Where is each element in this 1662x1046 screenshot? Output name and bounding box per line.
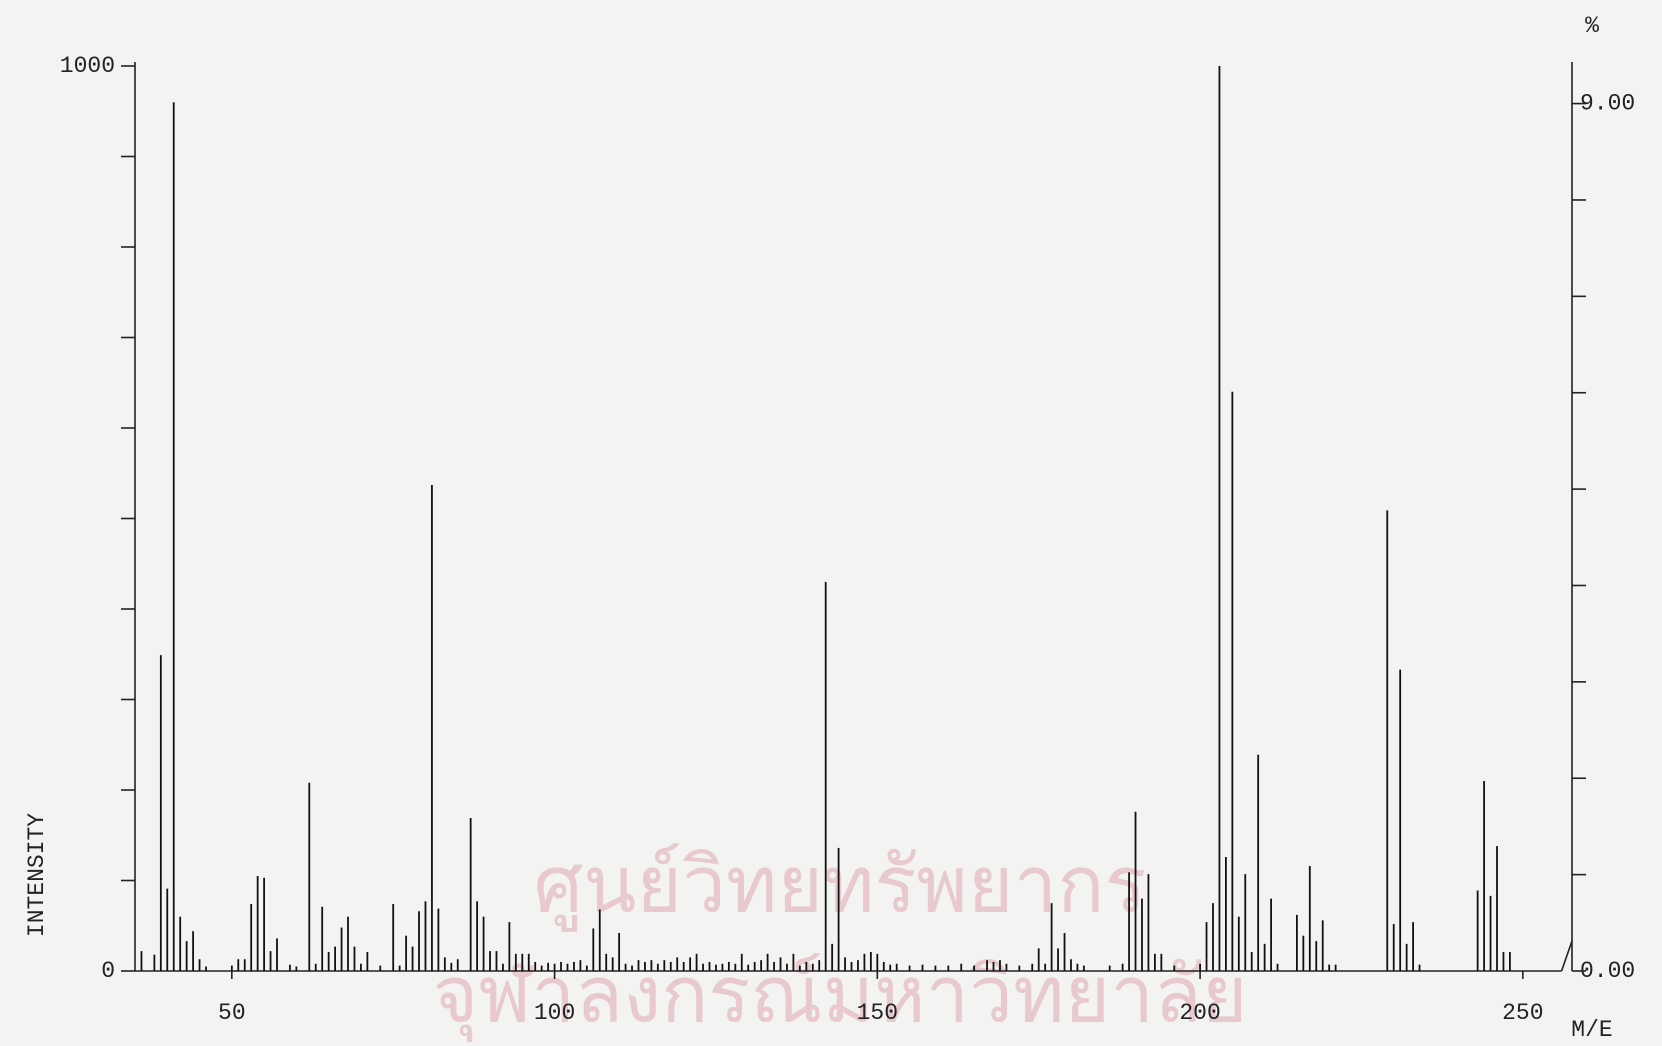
y-tick-label: 1000 — [60, 53, 115, 79]
x-axis-label: M/E — [1571, 1017, 1612, 1043]
page: ศูนย์วิทยทรัพยากร จุฬาลงกรณ์มหาวิทยาลัย … — [0, 0, 1662, 1046]
y2-tick-label: 9.00 — [1580, 91, 1635, 117]
x-tick-label: 250 — [1502, 1000, 1543, 1026]
x-tick-label: 100 — [534, 1000, 575, 1026]
x-tick-label: 200 — [1179, 1000, 1220, 1026]
x-tick-label: 150 — [857, 1000, 898, 1026]
watermark: ศูนย์วิทยทรัพยากร — [534, 840, 1147, 931]
y2-axis-label: % — [1585, 13, 1599, 39]
axis-join — [1562, 941, 1572, 971]
chart: ศูนย์วิทยทรัพยากร จุฬาลงกรณ์มหาวิทยาลัย … — [0, 0, 1662, 1046]
y-tick-label: 0 — [101, 958, 115, 984]
y2-tick-label: 0.00 — [1580, 958, 1635, 984]
x-tick-label: 50 — [218, 1000, 246, 1026]
y-axis-label: INTENSITY — [24, 813, 50, 937]
